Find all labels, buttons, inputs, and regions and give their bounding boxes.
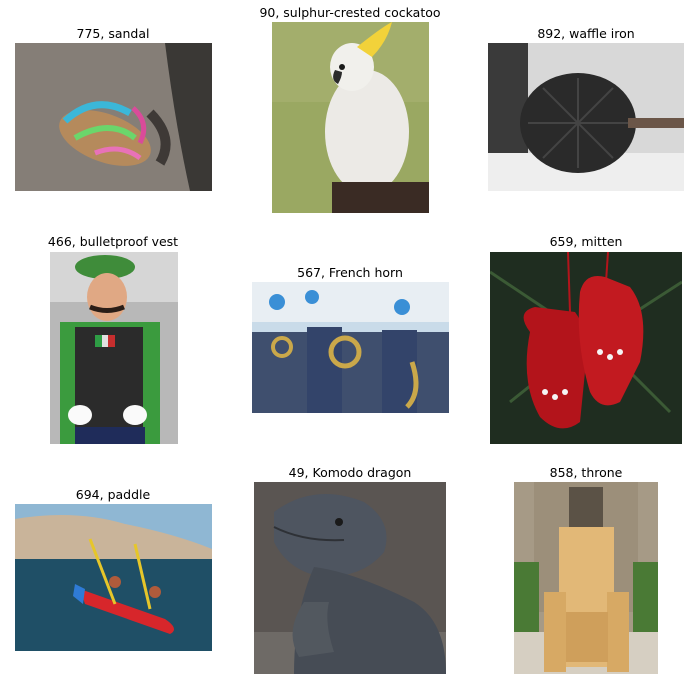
image-paddle: [15, 504, 212, 651]
image-sandal: [15, 43, 212, 191]
caption-paddle: 694, paddle: [75, 487, 151, 502]
caption-throne: 858, throne: [549, 465, 623, 480]
caption-komodo-dragon: 49, Komodo dragon: [288, 465, 412, 480]
caption-mitten: 659, mitten: [549, 234, 623, 249]
image-bulletproof-vest: [50, 252, 178, 444]
caption-bulletproof-vest: 466, bulletproof vest: [47, 234, 179, 249]
caption-french-horn: 567, French horn: [297, 265, 403, 280]
image-mitten: [490, 252, 682, 444]
caption-sandal: 775, sandal: [76, 26, 150, 41]
image-waffle-iron: [488, 43, 684, 191]
image-throne: [514, 482, 658, 674]
image-cockatoo: [272, 22, 429, 213]
caption-cockatoo: 90, sulphur-crested cockatoo: [259, 5, 441, 20]
image-french-horn: [252, 282, 449, 413]
image-komodo-dragon: [254, 482, 446, 674]
caption-waffle-iron: 892, waffle iron: [537, 26, 635, 41]
